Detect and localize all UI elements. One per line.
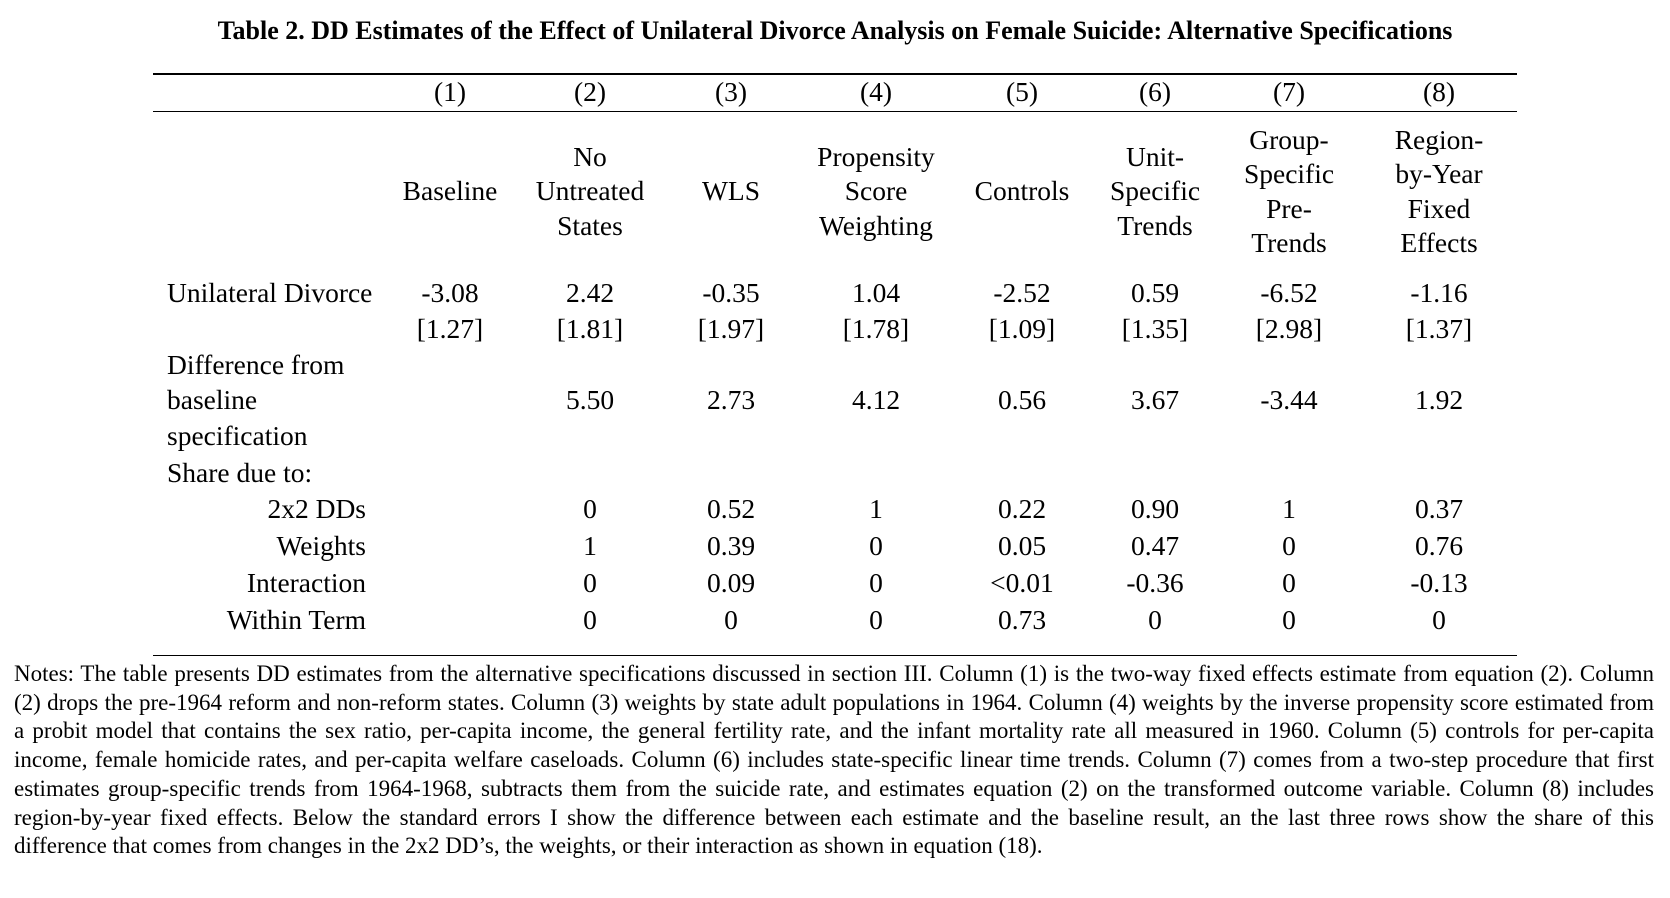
- estimate-cell: -0.35: [702, 276, 760, 308]
- column-number: (5): [1005, 76, 1039, 107]
- header-rule: [153, 111, 1517, 112]
- estimate-cell: -1.16: [1410, 276, 1468, 308]
- share-cell: 0.73: [997, 604, 1047, 635]
- column-number: (4): [859, 76, 893, 107]
- column-number: (3): [714, 76, 748, 107]
- share-cell: 0: [583, 567, 597, 598]
- share-cell: <0.01: [990, 567, 1054, 598]
- share-cell: 0: [583, 493, 597, 524]
- column-header: Controls: [974, 175, 1070, 207]
- column-number: (6): [1138, 76, 1172, 107]
- estimate-cell: 1.04: [851, 276, 901, 308]
- share-cell: 0: [1282, 530, 1296, 561]
- share-cell: 1: [1282, 493, 1296, 524]
- row-label: Difference from baseline specification: [167, 348, 345, 451]
- row-label: Interaction: [246, 567, 366, 598]
- share-cell: -0.36: [1126, 567, 1184, 598]
- estimate-cell: 0.59: [1130, 276, 1180, 308]
- share-cell: 0.39: [706, 530, 756, 561]
- share-cell: 0: [869, 567, 883, 598]
- share-cell: 1: [583, 530, 597, 561]
- column-number: (2): [573, 76, 607, 107]
- bottom-rule: [153, 655, 1517, 656]
- share-header-row: Share due to:: [153, 454, 1517, 490]
- top-rule: [153, 73, 1517, 75]
- share-row: Within Term 0 0 0 0.73 0 0 0: [153, 601, 1517, 638]
- share-cell: 0.37: [1414, 493, 1464, 524]
- std-error-cell: [1.09]: [988, 312, 1056, 344]
- estimate-cell: -6.52: [1260, 276, 1318, 308]
- share-row: Interaction 0 0.09 0 <0.01 -0.36 0 -0.13: [153, 564, 1517, 601]
- share-cell: 0: [1432, 604, 1446, 635]
- share-row: Weights 1 0.39 0 0.05 0.47 0 0.76: [153, 527, 1517, 564]
- difference-cell: 5.50: [565, 384, 615, 416]
- share-cell: 0.52: [706, 493, 756, 524]
- difference-cell: 0.56: [997, 384, 1047, 416]
- difference-cell: 1.92: [1414, 384, 1464, 416]
- difference-cell: 2.73: [706, 384, 756, 416]
- share-cell: 0: [724, 604, 738, 635]
- share-cell: 0: [583, 604, 597, 635]
- column-header: Unit- Specific Trends: [1109, 140, 1201, 241]
- std-error-cell: [1.27]: [416, 312, 484, 344]
- column-header: WLS: [701, 175, 761, 207]
- share-cell: [381, 601, 519, 638]
- table-title: Table 2. DD Estimates of the Effect of U…: [217, 16, 1453, 45]
- share-cell: 0: [1148, 604, 1162, 635]
- share-cell: 0.90: [1130, 493, 1180, 524]
- difference-cell: [381, 346, 519, 454]
- share-cell: 0.76: [1414, 530, 1464, 561]
- std-error-cell: [2.98]: [1255, 312, 1323, 344]
- column-number-row: (1) (2) (3) (4) (5) (6) (7) (8): [153, 75, 1517, 109]
- share-cell: [381, 527, 519, 564]
- difference-cell: 3.67: [1130, 384, 1180, 416]
- share-cell: 1: [869, 493, 883, 524]
- estimate-cell: -2.52: [993, 276, 1051, 308]
- share-row: 2x2 DDs 0 0.52 1 0.22 0.90 1 0.37: [153, 490, 1517, 527]
- column-number: (1): [433, 76, 467, 107]
- difference-cell: 4.12: [851, 384, 901, 416]
- column-header: Propensity Score Weighting: [817, 140, 935, 241]
- column-number: (8): [1422, 76, 1456, 107]
- results-table: (1) (2) (3) (4) (5) (6) (7) (8) Baseline…: [153, 75, 1517, 638]
- row-label: Within Term: [226, 604, 366, 635]
- column-header: Region-by-Year Fixed Effects: [1394, 123, 1484, 259]
- share-cell: 0: [1282, 567, 1296, 598]
- estimate-cell: -3.08: [421, 276, 479, 308]
- column-header-row: Baseline No Untreated States WLS Propensit…: [153, 109, 1517, 274]
- std-error-cell: [1.81]: [556, 312, 624, 344]
- difference-row: Difference from baseline specification 5…: [153, 346, 1517, 454]
- share-cell: 0: [1282, 604, 1296, 635]
- row-label: Weights: [276, 530, 366, 561]
- row-label: Unilateral Divorce: [167, 276, 373, 308]
- std-error-cell: [1.78]: [842, 312, 910, 344]
- table-notes: Notes: The table presents DD estimates f…: [14, 661, 1654, 859]
- std-error-cell: [1.37]: [1405, 312, 1473, 344]
- estimate-cell: 2.42: [565, 276, 615, 308]
- row-label: 2x2 DDs: [267, 493, 366, 524]
- share-cell: 0.09: [706, 567, 756, 598]
- share-cell: 0: [869, 530, 883, 561]
- column-header: No Untreated States: [535, 140, 645, 241]
- share-cell: [381, 564, 519, 601]
- share-cell: -0.13: [1410, 567, 1468, 598]
- column-header: Group- Specific Pre- Trends: [1243, 123, 1335, 259]
- std-error-cell: [1.97]: [697, 312, 765, 344]
- std-error-row: [1.27] [1.81] [1.97] [1.78] [1.09] [1.35…: [153, 310, 1517, 346]
- column-header: Baseline: [402, 175, 498, 207]
- row-label: Share due to:: [167, 456, 313, 488]
- difference-cell: -3.44: [1260, 384, 1318, 416]
- column-number: (7): [1272, 76, 1306, 107]
- share-cell: 0.47: [1130, 530, 1180, 561]
- estimate-row: Unilateral Divorce -3.08 2.42 -0.35 1.04…: [153, 274, 1517, 310]
- share-cell: 0: [869, 604, 883, 635]
- share-cell: [381, 490, 519, 527]
- share-cell: 0.22: [997, 493, 1047, 524]
- share-cell: 0.05: [997, 530, 1047, 561]
- std-error-cell: [1.35]: [1121, 312, 1189, 344]
